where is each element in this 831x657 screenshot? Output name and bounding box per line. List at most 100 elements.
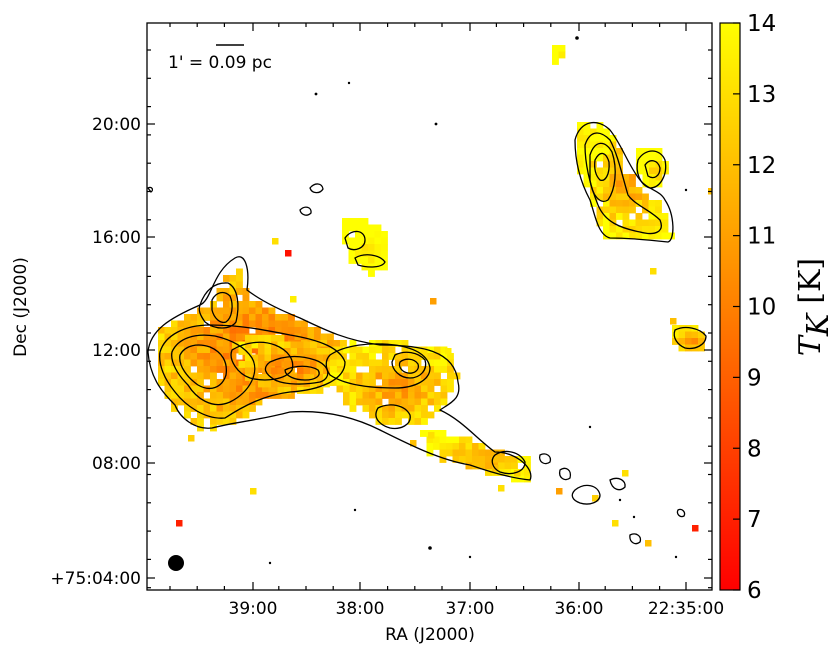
heatmap-pixel [558, 45, 566, 52]
heatmap-pixel [171, 405, 178, 412]
heatmap-pixel [229, 301, 237, 308]
heatmap-pixel [223, 353, 230, 360]
heatmap-pixel [616, 154, 623, 162]
heatmap-pixel [408, 379, 415, 386]
heatmap-pixel [388, 340, 396, 347]
heatmap-pixel [323, 348, 330, 355]
heatmap-pixel [330, 379, 337, 386]
heatmap-pixel [552, 58, 559, 65]
heatmap-pixel [349, 398, 357, 406]
heatmap-pixel [336, 353, 344, 360]
heatmap-pixel [445, 348, 452, 355]
heatmap-pixel [401, 353, 409, 360]
heatmap-pixel [229, 353, 237, 360]
heatmap-pixel [361, 218, 369, 225]
heatmap-pixel [524, 469, 531, 476]
heatmap-pixel [236, 405, 243, 412]
heatmap-pixel [622, 206, 630, 214]
heatmap-pixel [258, 380, 265, 388]
heatmap-pixel [281, 314, 289, 321]
heatmap-pixel [609, 148, 617, 155]
heatmap-pixel [271, 367, 278, 375]
heatmap-pixel [459, 436, 466, 444]
heatmap-pixel [336, 379, 344, 386]
heatmap-pixel [616, 148, 623, 155]
heatmap-pixel [255, 398, 263, 406]
heatmap-pixel [255, 301, 263, 308]
heatmap-pixel [255, 392, 263, 399]
heatmap-pixel [374, 237, 382, 245]
heatmap-pixel [472, 456, 479, 463]
heatmap-pixel [223, 294, 230, 302]
heatmap-pixel [447, 366, 454, 373]
heatmap-pixel [672, 325, 679, 332]
heatmap-pixel [301, 327, 308, 334]
heatmap-pixel [430, 298, 437, 305]
heatmap-pixel [236, 327, 243, 334]
heatmap-pixel [188, 435, 195, 442]
heatmap-pixel [301, 320, 308, 328]
heatmap-pixel [596, 148, 604, 155]
heatmap-pixel [223, 405, 230, 412]
heatmap-pixel [355, 218, 362, 225]
heatmap-pixel [629, 206, 636, 214]
heatmap-pixel [590, 141, 597, 149]
heatmap-pixel [447, 385, 454, 393]
heatmap-pixel [343, 346, 350, 354]
heatmap-pixel [629, 174, 636, 181]
heatmap-pixel [635, 226, 643, 233]
heatmap-pixel [388, 398, 396, 406]
heatmap-pixel [190, 405, 198, 412]
heatmap-pixel [330, 359, 337, 367]
heatmap-pixel [164, 385, 172, 393]
heatmap-pixel [655, 148, 663, 155]
heatmap-pixel [375, 392, 383, 399]
heatmap-pixel [314, 333, 321, 341]
heatmap-pixel [577, 135, 584, 142]
heatmap-pixel [362, 392, 370, 399]
heatmap-pixel [498, 462, 505, 470]
heatmap-pixel [348, 250, 356, 258]
contour-ne-small-1 [636, 150, 667, 189]
heatmap-pixel [603, 193, 610, 201]
heatmap-pixel [216, 307, 224, 315]
contour-main-4 [179, 344, 228, 389]
heatmap-pixel [264, 367, 272, 375]
heatmap-pixel [210, 333, 217, 341]
heatmap-pixel [290, 374, 298, 381]
heatmap-pixel [288, 366, 295, 373]
heatmap-pixel [262, 307, 269, 315]
heatmap-pixel [223, 359, 230, 367]
heatmap-pixel [184, 392, 191, 399]
contour-outer-main [147, 256, 532, 481]
heatmap-pixel [356, 398, 363, 406]
heatmap-pixel [236, 301, 243, 308]
heatmap-pixel [297, 354, 304, 362]
heatmap-pixel [616, 180, 623, 188]
heatmap-pixel [236, 307, 243, 315]
heatmap-pixel [362, 398, 370, 406]
scale-bar-label: 1' = 0.09 pc [168, 53, 272, 73]
heatmap-pixel [249, 379, 256, 386]
heatmap-pixel [242, 327, 250, 334]
heatmap-pixel [395, 379, 402, 386]
heatmap-pixel [249, 320, 256, 328]
heatmap-pixel [685, 325, 692, 332]
heatmap-pixel [655, 219, 662, 227]
heatmap-pixel [223, 346, 230, 354]
heatmap-pixel [603, 206, 610, 214]
heatmap-pixel [327, 333, 334, 341]
heatmap-pixel [197, 359, 204, 367]
heatmap-pixel [171, 333, 178, 341]
heatmap-pixel [635, 200, 643, 207]
heatmap-pixel [268, 385, 276, 393]
heatmap-pixel [229, 418, 237, 425]
heatmap-pixel [177, 392, 185, 399]
heatmap-pixel [401, 359, 409, 367]
heatmap-pixel [642, 219, 649, 227]
heatmap-pixel [177, 320, 185, 328]
heatmap-pixel [348, 224, 356, 232]
heatmap-pixel [210, 385, 217, 393]
heatmap-pixel [249, 398, 256, 406]
heatmap-pixel [478, 449, 486, 457]
